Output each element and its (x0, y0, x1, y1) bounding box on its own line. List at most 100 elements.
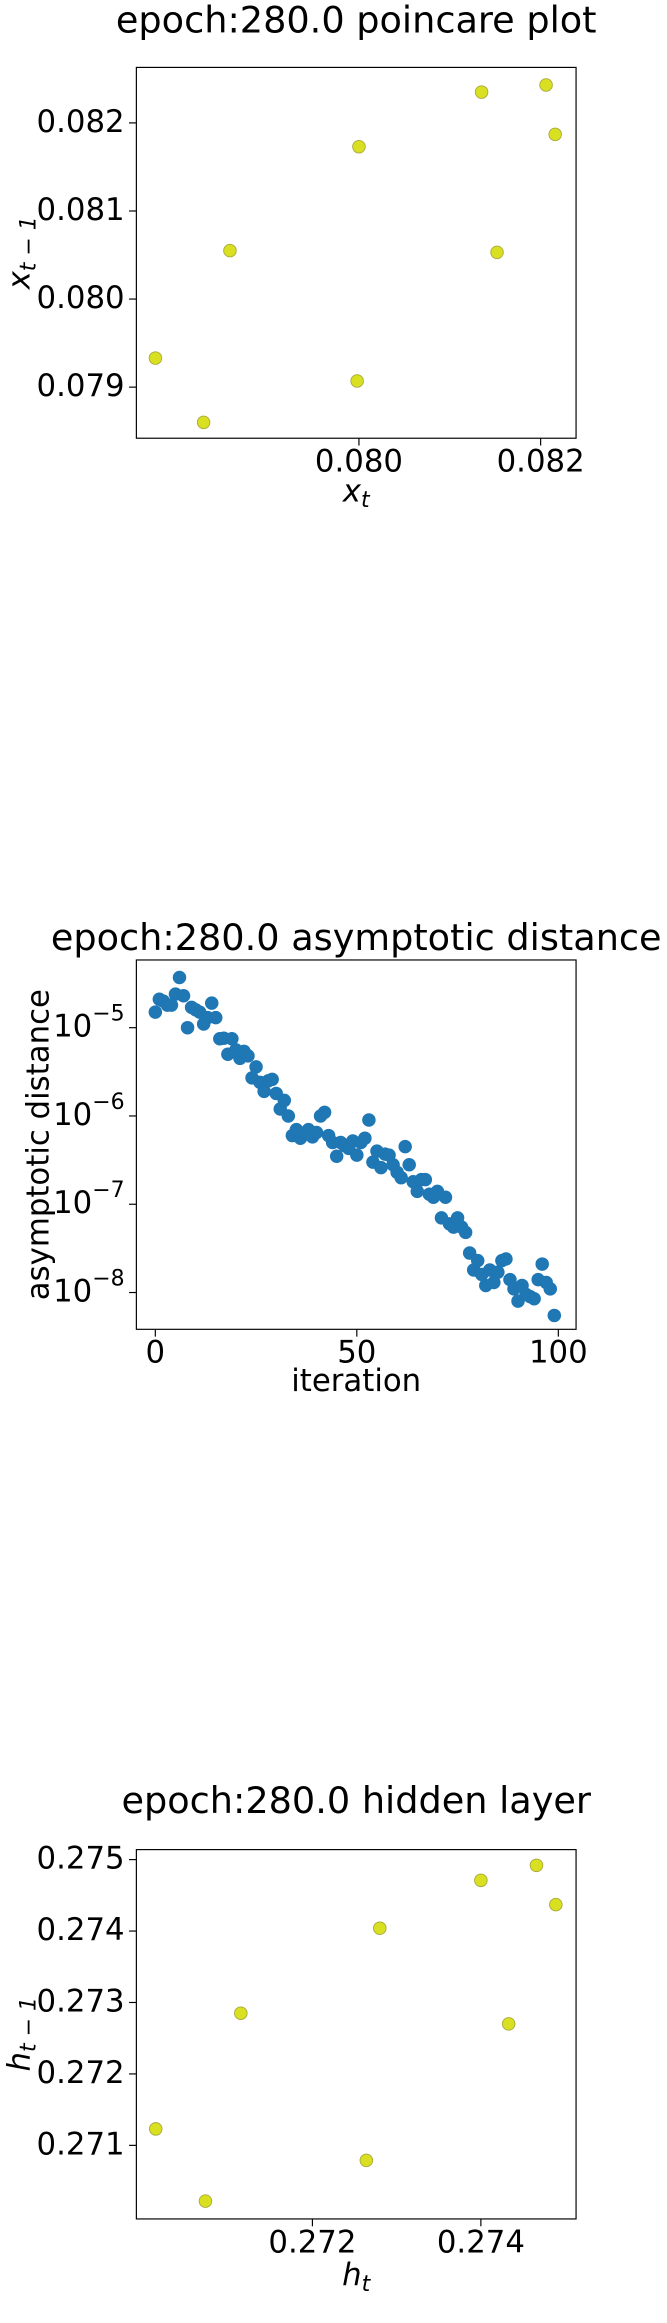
point (474, 85, 489, 99)
y-tick-label: 0.273 (37, 1983, 125, 2019)
point (547, 1308, 562, 1323)
chart-title: epoch:280.0 hidden layer (121, 1779, 591, 1822)
y-tick-base: 0.272 (37, 2054, 125, 2090)
point (148, 351, 163, 365)
point (358, 1131, 372, 1145)
x-label-main: iteration (291, 1363, 421, 1399)
y-tick-label: 10−5 (53, 1002, 125, 1045)
point (362, 1113, 376, 1127)
y-tick-exponent: −7 (92, 1178, 124, 1203)
point (352, 139, 366, 154)
point (317, 1105, 332, 1120)
point (277, 1093, 292, 1108)
x-tick-label: 0.272 (268, 2224, 356, 2260)
y-label-sub: t − 1 (16, 216, 41, 271)
point (527, 1292, 541, 1306)
y-tick-base: 0.082 (37, 103, 125, 139)
point (225, 1031, 239, 1046)
point (249, 1060, 263, 1074)
point (234, 2006, 248, 2020)
x-axis-label: iteration (291, 1363, 421, 1399)
y-tick-label: 0.079 (37, 368, 125, 404)
y-tick-base: 0.081 (37, 191, 125, 227)
y-tick-label: 0.272 (37, 2054, 125, 2090)
y-tick-label: 0.274 (37, 1912, 125, 1948)
y-axis-label: xt − 1 (1, 216, 41, 290)
x-axis-label: ht (342, 2257, 372, 2297)
point (410, 1184, 425, 1199)
chart-title: epoch:280.0 asymptotic distance (51, 916, 662, 959)
point (549, 1897, 563, 1912)
point (535, 1257, 549, 1271)
y-tick-base: 10 (53, 1008, 92, 1044)
y-tick-label: 10−6 (53, 1090, 125, 1133)
point (180, 1020, 195, 1035)
point (241, 1049, 255, 1063)
point (350, 1148, 364, 1162)
point (374, 1160, 388, 1175)
point (458, 1225, 473, 1240)
y-tick-base: 0.271 (37, 2126, 125, 2162)
y-label-sub: t − 1 (16, 1997, 41, 2052)
point (281, 1109, 296, 1123)
x-tick-label: 100 (529, 1335, 588, 1371)
y-label-main: asymptotic distance (20, 989, 56, 1300)
y-tick-label: 0.081 (37, 191, 125, 227)
y-tick-label: 0.082 (37, 103, 125, 139)
x-tick-label: 0.080 (315, 444, 403, 480)
point (539, 78, 553, 92)
y-tick-label: 0.275 (37, 1840, 125, 1876)
y-label-main: x (1, 270, 37, 290)
point (499, 1252, 513, 1266)
point (501, 2017, 516, 2031)
point (548, 127, 562, 142)
y-tick-base: 10 (53, 1185, 92, 1221)
point (350, 374, 364, 388)
point (329, 1149, 344, 1163)
point (176, 989, 191, 1003)
y-tick-exponent: −6 (92, 1090, 124, 1115)
point (490, 245, 504, 260)
x-tick-label: 0.274 (437, 2224, 525, 2260)
point (148, 1005, 163, 1019)
y-tick-base: 0.080 (37, 280, 125, 316)
x-axis-label: xt (342, 473, 371, 513)
point (223, 243, 237, 258)
x-label-sub: t (362, 2272, 372, 2297)
point (196, 415, 211, 430)
point (265, 1072, 279, 1087)
x-tick-label: 0.082 (497, 444, 585, 480)
plot-frame (135, 1849, 577, 2220)
point (309, 1125, 324, 1140)
point (474, 1873, 488, 1888)
point (543, 1282, 558, 1296)
point (149, 2122, 163, 2136)
y-tick-base: 10 (53, 1096, 92, 1132)
x-label-main: h (342, 2257, 362, 2293)
y-tick-label: 10−7 (53, 1178, 125, 1221)
point (438, 1190, 453, 1204)
y-tick-exponent: −5 (92, 1002, 124, 1027)
x-label-main: x (342, 473, 362, 509)
chart-title: epoch:280.0 poincare plot (116, 0, 597, 41)
point (359, 2153, 374, 2168)
plot-frame (135, 959, 577, 1330)
point (204, 996, 219, 1010)
point (491, 1265, 505, 1279)
point (172, 970, 187, 985)
point (402, 1158, 416, 1172)
point (398, 1139, 412, 1154)
point (373, 1921, 387, 1935)
x-tick-label: 0 (146, 1335, 166, 1371)
point (418, 1172, 433, 1187)
y-tick-base: 0.274 (37, 1912, 125, 1948)
y-tick-base: 0.273 (37, 1983, 125, 2019)
point (470, 1253, 485, 1268)
y-tick-base: 0.275 (37, 1840, 125, 1876)
point (394, 1170, 408, 1185)
point (209, 1010, 223, 1025)
y-tick-base: 0.079 (37, 368, 125, 404)
point (529, 1858, 544, 1873)
y-axis-label: ht − 1 (1, 1997, 41, 2071)
